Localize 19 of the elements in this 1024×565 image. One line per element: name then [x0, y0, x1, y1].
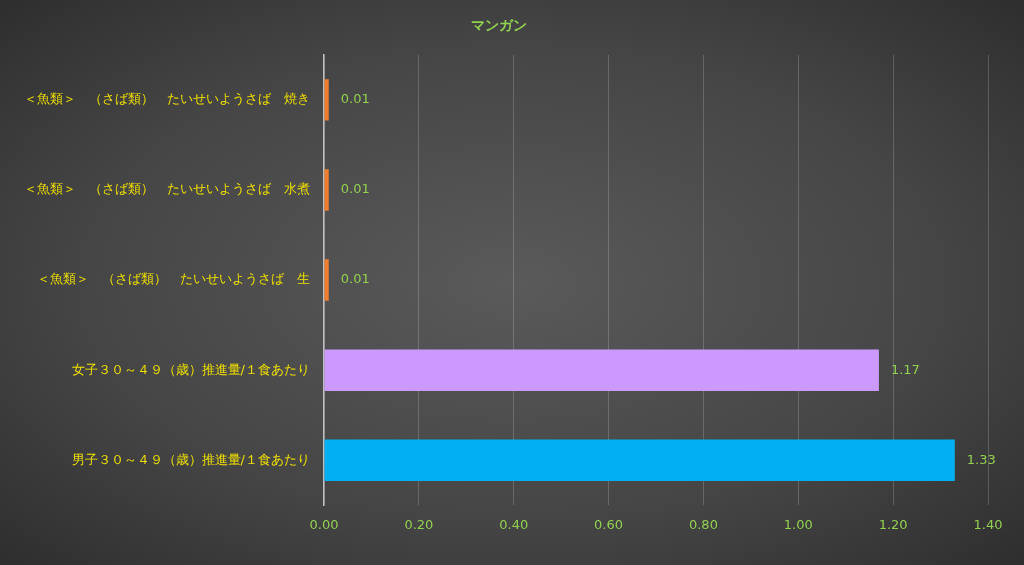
data-label: 0.01: [340, 91, 370, 107]
x-tick-label: 0.80: [688, 516, 718, 532]
x-tick-label: 1.00: [783, 516, 813, 532]
chart-title: マンガン: [471, 17, 527, 34]
x-tick-label: 1.40: [973, 516, 1003, 532]
x-tick-label: 0.40: [499, 516, 529, 532]
y-tick-label: 男子３０～４９（歳）推進量/１食あたり: [71, 451, 310, 467]
data-label: 1.17: [890, 361, 920, 377]
x-tick-label: 0.60: [594, 516, 624, 532]
x-tick-label: 0.20: [404, 516, 434, 532]
y-tick-label: ＜魚類＞ （さば類） たいせいようさば 水煮: [24, 181, 310, 197]
x-tick-label: 0.00: [309, 516, 339, 532]
data-label: 1.33: [966, 451, 996, 467]
x-tick-label: 1.20: [878, 516, 908, 532]
data-label: 0.01: [340, 181, 370, 197]
y-tick-label: 女子３０～４９（歳）推進量/１食あたり: [71, 361, 310, 377]
y-tick-label: ＜魚類＞ （さば類） たいせいようさば 焼き: [24, 91, 310, 107]
data-label: 0.01: [340, 271, 370, 287]
y-tick-label: ＜魚類＞ （さば類） たいせいようさば 生: [37, 271, 310, 287]
